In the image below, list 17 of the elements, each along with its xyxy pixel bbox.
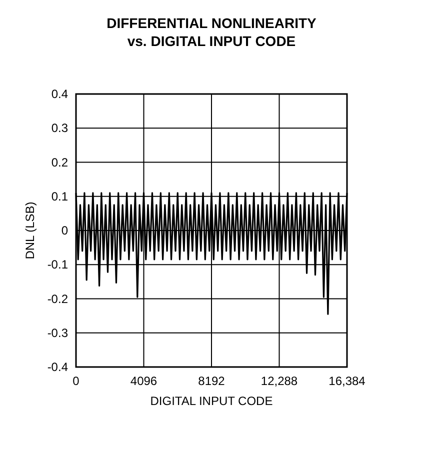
x-axis-title: DIGITAL INPUT CODE: [150, 394, 273, 408]
y-tick-label: 0.2: [51, 155, 68, 170]
chart-title: DIFFERENTIAL NONLINEARITY vs. DIGITAL INPUT CODE: [106, 15, 318, 49]
x-tick-label: 0: [72, 374, 80, 388]
y-tick-label: -0.1: [47, 258, 68, 272]
y-axis-title: DNL (LSB): [23, 202, 37, 260]
y-tick-label: 0.1: [51, 189, 68, 204]
y-tick-label: 0.3: [51, 121, 68, 136]
x-tick-label: 16,384: [328, 374, 366, 388]
x-tick-label: 12,288: [260, 374, 298, 388]
y-tick-label: -0.3: [47, 326, 68, 340]
y-tick-label: 0.4: [51, 87, 68, 101]
y-tick-label: 0: [61, 224, 68, 238]
x-tick-label: 4096: [130, 374, 158, 388]
y-tick-label: -0.2: [47, 292, 68, 306]
y-tick-label: -0.4: [47, 360, 68, 374]
x-tick-label: 8192: [198, 374, 226, 388]
